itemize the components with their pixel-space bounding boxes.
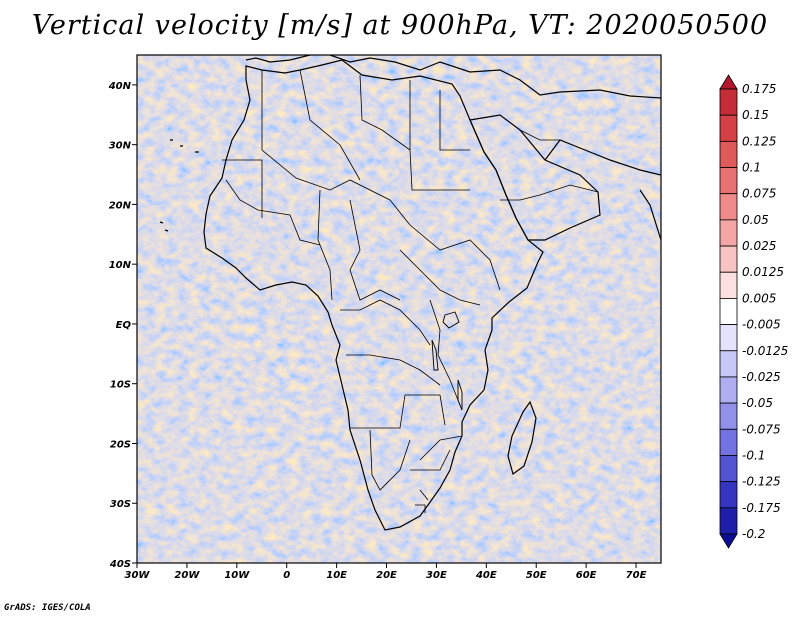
colorbar-label: -0.005	[742, 318, 781, 332]
colorbar-swatch	[719, 167, 738, 195]
colorbar-label: -0.125	[742, 475, 781, 489]
africa-coastline	[203, 59, 544, 531]
lakes	[431, 311, 463, 411]
canary-islands	[170, 139, 199, 153]
colorbar-swatch	[719, 193, 738, 221]
colorbar-swatch	[719, 245, 738, 273]
colorbar-swatch	[719, 455, 738, 483]
lat-tick-label: 20N	[109, 200, 132, 211]
lon-tick-label: 10E	[326, 570, 347, 581]
lat-tick-label: 30S	[110, 499, 131, 510]
lon-tick-label: 20W	[174, 570, 200, 581]
colorbar-swatch	[719, 74, 738, 90]
lon-tick-label: 60E	[576, 570, 597, 581]
lake-malawi	[457, 379, 463, 411]
lat-tick-label: 40N	[108, 81, 132, 92]
colorbar-swatch	[719, 88, 738, 116]
colorbar-swatch	[719, 507, 738, 535]
lake-tanganyika	[431, 339, 439, 371]
colorbar-swatch	[719, 298, 738, 325]
madagascar	[507, 400, 537, 475]
country-borders	[222, 69, 599, 513]
iran-coast	[544, 139, 661, 176]
colorbar-label: -0.175	[742, 501, 781, 515]
lon-tick-label: 30E	[426, 570, 447, 581]
colorbar-swatch	[719, 428, 738, 456]
colorbar-label: -0.1	[742, 448, 765, 462]
velocity-field	[137, 55, 661, 563]
lat-tick-label: EQ	[116, 320, 132, 331]
colorbar-swatch	[719, 402, 738, 430]
colorbar-label: 0.005	[742, 291, 776, 305]
chart-title: Vertical velocity [m/s] at 900hPa, VT: 2…	[31, 10, 769, 41]
lake-victoria	[442, 311, 460, 329]
colorbar-swatch	[719, 140, 738, 168]
colorbar-swatch	[719, 114, 738, 142]
plot-frame	[136, 54, 662, 564]
colorbar-label: 0.075	[742, 187, 776, 201]
lon-tick-label: 20E	[376, 570, 397, 581]
colorbar-label: 0.1	[742, 161, 761, 175]
lat-tick-label: 20S	[110, 439, 131, 450]
colorbar-swatch	[719, 271, 738, 299]
lat-tick-label: 10N	[109, 260, 132, 271]
latitude-axis: 40N 30N 20N 10N EQ 10S 20S 30S 40S	[108, 81, 137, 570]
colorbar-swatch	[719, 350, 738, 378]
cape-verde	[159, 221, 169, 232]
lon-tick-label: 30W	[125, 570, 151, 581]
lat-tick-label: 40S	[109, 559, 131, 570]
footer-credit: GrADS: IGES/COLA	[4, 603, 91, 613]
colorbar: 0.175 0.15 0.125 0.1 0.075 0.05 0.025 0.0125 0.0…	[719, 74, 788, 549]
colorbar-swatch	[719, 376, 738, 404]
colorbar-label: 0.15	[742, 108, 769, 122]
colorbar-label: -0.025	[742, 370, 781, 384]
lon-tick-label: 10W	[224, 570, 250, 581]
india-coast	[639, 189, 661, 241]
lat-tick-label: 10S	[110, 380, 131, 391]
europe-coast	[245, 55, 661, 99]
colorbar-swatch	[719, 481, 738, 509]
colorbar-label: 0.025	[742, 239, 776, 253]
lon-tick-label: 0	[283, 570, 290, 581]
colorbar-label: -0.2	[742, 527, 765, 541]
coastlines	[159, 55, 661, 531]
colorbar-label: -0.0125	[742, 344, 788, 358]
lon-tick-label: 40E	[475, 570, 497, 581]
colorbar-label: 0.175	[742, 82, 776, 96]
colorbar-label: 0.0125	[742, 265, 784, 279]
colorbar-label: 0.125	[742, 134, 776, 148]
colorbar-swatch	[719, 533, 738, 549]
colorbar-label: -0.075	[742, 422, 781, 436]
lon-tick-label: 70E	[626, 570, 647, 581]
colorbar-swatch	[719, 324, 738, 352]
colorbar-label: -0.05	[742, 396, 773, 410]
lat-tick-label: 30N	[109, 141, 132, 152]
colorbar-label: 0.05	[742, 213, 769, 227]
colorbar-swatch	[719, 219, 738, 247]
longitude-axis: 30W 20W 10W 0 10E 20E 30E 40E 50E 60E 70E	[125, 563, 647, 581]
lon-tick-label: 50E	[526, 570, 547, 581]
arabia	[469, 114, 601, 241]
